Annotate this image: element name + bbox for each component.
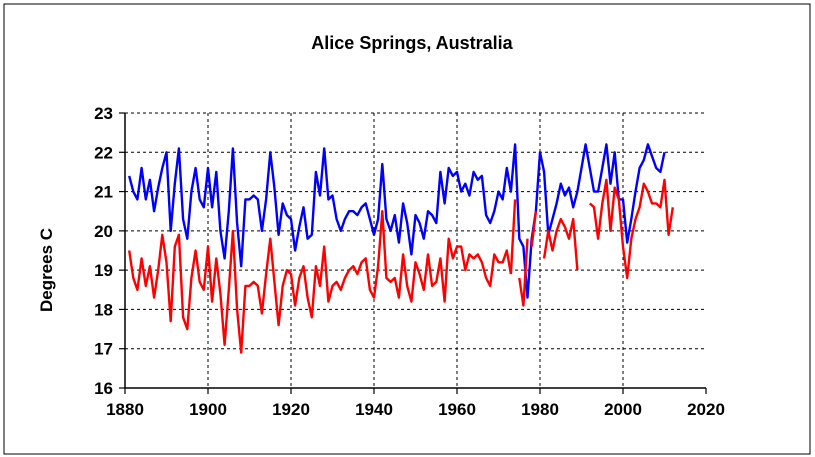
red-series-line-segment bbox=[542, 217, 579, 271]
x-tick-label: 1920 bbox=[272, 400, 310, 419]
y-axis: 16 17 18 19 20 21 22 23 bbox=[94, 104, 125, 398]
x-tick-label: 1960 bbox=[438, 400, 476, 419]
y-tick-label: 17 bbox=[94, 340, 113, 359]
y-tick-label: 19 bbox=[94, 261, 113, 280]
blue-series-line bbox=[128, 143, 666, 299]
y-tick-label: 20 bbox=[94, 222, 113, 241]
x-tick-label: 1880 bbox=[106, 400, 144, 419]
red-series-line-segment bbox=[518, 238, 529, 307]
red-series-line-segment bbox=[509, 199, 517, 275]
x-tick-label: 1980 bbox=[521, 400, 559, 419]
x-tick-label: 1940 bbox=[355, 400, 393, 419]
x-tick-label: 2020 bbox=[687, 400, 725, 419]
y-tick-label: 21 bbox=[94, 183, 113, 202]
y-tick-label: 16 bbox=[94, 379, 113, 398]
axes bbox=[124, 113, 706, 389]
x-tick-label: 1900 bbox=[189, 400, 227, 419]
red-series-line-segment bbox=[530, 211, 538, 247]
red-series-line-segment bbox=[128, 210, 513, 354]
y-tick-label: 18 bbox=[94, 300, 113, 319]
red-series-line-segment bbox=[588, 178, 674, 280]
y-axis-label: Degrees C bbox=[37, 228, 56, 312]
x-axis: 1880 1900 1920 1940 1960 1980 2000 2020 bbox=[106, 388, 725, 419]
x-tick-label: 2000 bbox=[604, 400, 642, 419]
y-tick-label: 22 bbox=[94, 143, 113, 162]
y-tick-label: 23 bbox=[94, 104, 113, 123]
data-series bbox=[128, 143, 674, 354]
chart-title: Alice Springs, Australia bbox=[311, 33, 513, 53]
